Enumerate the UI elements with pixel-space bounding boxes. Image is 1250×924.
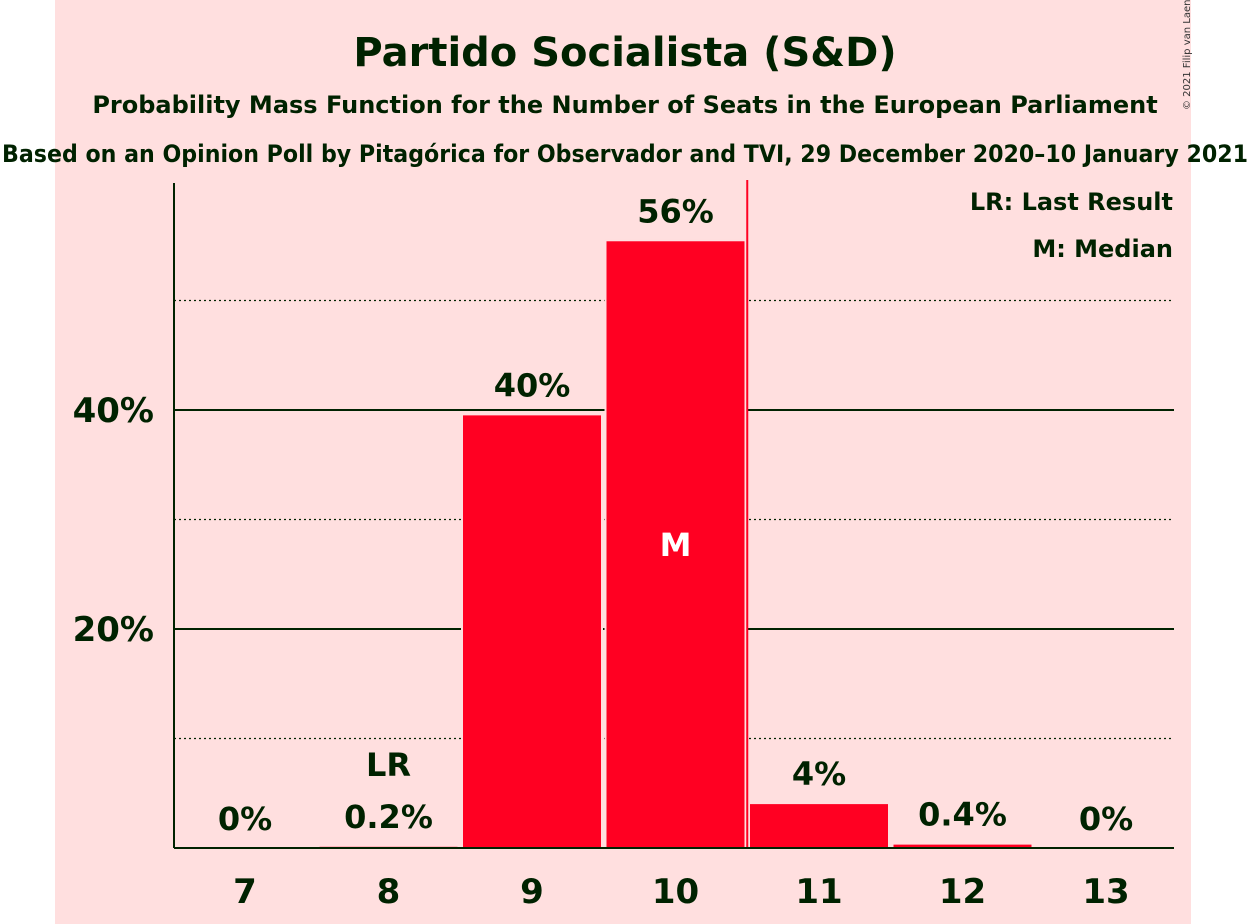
copyright-notice: © 2021 Filip van Laenen bbox=[1182, 0, 1193, 110]
median-marker: M bbox=[660, 526, 692, 564]
x-tick-label: 7 bbox=[233, 872, 257, 912]
value-label-8: 0.2% bbox=[344, 798, 433, 836]
last-result-marker: LR bbox=[366, 746, 411, 784]
value-label-13: 0% bbox=[1079, 800, 1133, 838]
y-tick-label: 20% bbox=[73, 610, 154, 650]
bar-labels: 0% 7 0.2% LR 8 40% 9 56% M 10 4% 11 0.4% 12 0% 13 bbox=[218, 192, 1133, 912]
chart-subtitle-source: Based on an Opinion Poll by Pitagórica f… bbox=[2, 140, 1248, 168]
x-tick-label: 12 bbox=[939, 872, 986, 912]
chart-subtitle: Probability Mass Function for the Number… bbox=[92, 91, 1157, 119]
x-tick-label: 13 bbox=[1082, 872, 1129, 912]
legend: LR: Last Result M: Median bbox=[970, 188, 1173, 263]
bars bbox=[317, 239, 1034, 849]
x-tick-label: 10 bbox=[652, 872, 699, 912]
value-label-10: 56% bbox=[637, 192, 714, 230]
value-label-7: 0% bbox=[218, 800, 272, 838]
x-tick-label: 11 bbox=[795, 872, 842, 912]
bar-seats-11 bbox=[748, 802, 890, 849]
value-label-11: 4% bbox=[792, 755, 846, 793]
value-label-9: 40% bbox=[494, 366, 571, 404]
bar-seats-10 bbox=[604, 239, 747, 849]
legend-last-result: LR: Last Result bbox=[970, 188, 1173, 216]
x-tick-label: 8 bbox=[377, 872, 401, 912]
bar-seats-9 bbox=[461, 413, 603, 849]
x-tick-label: 9 bbox=[520, 872, 544, 912]
axes bbox=[173, 180, 1174, 849]
legend-median: M: Median bbox=[1032, 235, 1173, 263]
y-tick-label: 40% bbox=[73, 391, 154, 431]
chart-title: Partido Socialista (S&D) bbox=[353, 30, 896, 76]
value-label-12: 0.4% bbox=[918, 796, 1007, 834]
